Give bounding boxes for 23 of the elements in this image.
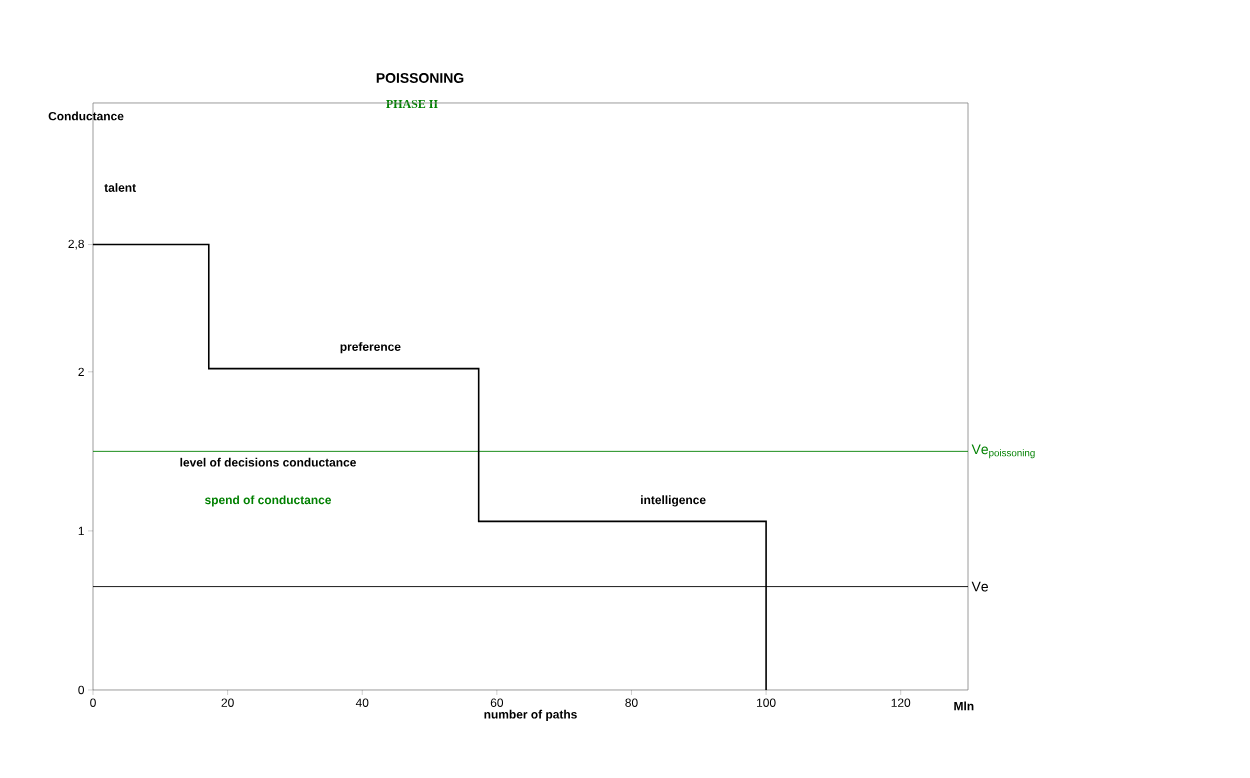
- x-tick-label: 0: [90, 698, 96, 707]
- annotation: spend of conductance: [204, 495, 332, 507]
- text: Mln: [954, 701, 974, 711]
- y-tick-label: 0: [78, 685, 85, 695]
- annotation: talent: [104, 183, 136, 192]
- y-tick-label: 2: [78, 367, 84, 376]
- x-tick-label: 80: [625, 698, 638, 707]
- x-tick-label: 100: [757, 698, 776, 707]
- x-axis-title: number of paths: [484, 709, 577, 721]
- annotation: intelligence: [641, 495, 706, 507]
- ref-line-label: $\mathrm{Ve}_{\mathrm{poissoning}}$: [971, 444, 1035, 459]
- chart-title: POISSONING: [376, 73, 464, 83]
- x-tick-label: 120: [891, 698, 911, 707]
- x-tick-label: 60: [490, 698, 504, 707]
- ref-line-label: $\mathrm{Ve}$: [971, 581, 988, 592]
- y-axis-title: Conductance: [48, 111, 124, 121]
- x-tick-label: 40: [355, 698, 369, 707]
- annotation: preference: [340, 342, 401, 354]
- y-tick-label: 2,8: [68, 239, 84, 250]
- x-tick-label: 20: [221, 698, 234, 707]
- chart-subtitle: PHASE II: [386, 99, 438, 108]
- annotation: level of decisions conductance: [180, 457, 356, 467]
- y-tick-label: 1: [78, 526, 84, 536]
